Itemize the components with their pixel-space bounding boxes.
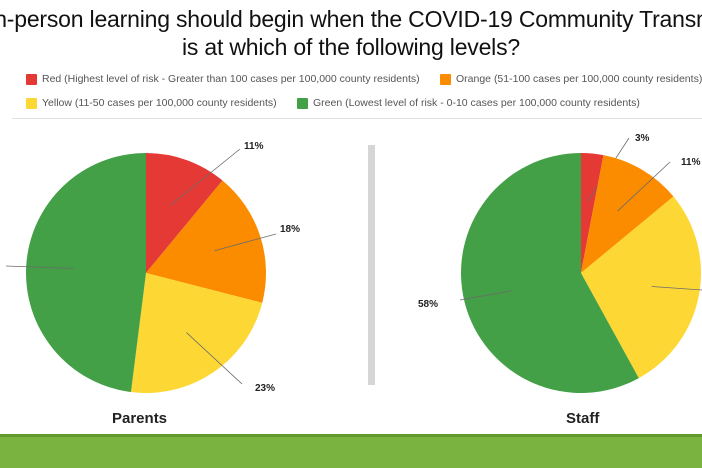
staff-slice-red [581, 153, 604, 273]
staff-leader-green [459, 290, 512, 301]
legend-label-red: Red (Highest level of risk - Greater tha… [42, 73, 420, 85]
parents-slice-green [25, 153, 147, 393]
parents-slice-yellow [130, 273, 263, 394]
legend-label-orange: Orange (51-100 cases per 100,000 county … [456, 73, 702, 85]
staff-slice-yellow [581, 196, 701, 379]
title-line-1: In-person learning should begin when the… [0, 6, 702, 32]
parents-data-label-orange: 18% [280, 224, 300, 235]
staff-pie-svg: 3% 11% 58% [418, 133, 702, 393]
parents-pie-chart: 11% 18% 23% [0, 120, 360, 410]
legend-divider [12, 118, 702, 119]
staff-slice-green [461, 153, 639, 393]
legend-item-yellow: Yellow (11-50 cases per 100,000 county r… [26, 97, 277, 109]
legend-swatch-orange [440, 73, 451, 85]
legend-item-orange: Orange (51-100 cases per 100,000 county … [440, 73, 702, 85]
legend-swatch-yellow [26, 97, 37, 109]
staff-leader-orange [617, 161, 671, 212]
staff-data-label-orange: 11% [681, 157, 701, 168]
staff-data-label-green: 58% [418, 299, 438, 310]
parents-slice-red [146, 153, 223, 273]
legend-item-red: Red (Highest level of risk - Greater tha… [26, 73, 420, 85]
parents-data-label-red: 11% [244, 141, 264, 152]
chart-divider [368, 145, 375, 385]
staff-chart-title: Staff [566, 410, 600, 427]
parents-leader-yellow [186, 332, 243, 385]
parents-leader-orange [214, 233, 277, 252]
chart-legend: Red (Highest level of risk - Greater tha… [0, 68, 702, 116]
slide-title: In-person learning should begin when the… [0, 2, 702, 66]
legend-label-green: Green (Lowest level of risk - 0-10 cases… [313, 97, 640, 109]
title-line-2: is at which of the following levels? [182, 34, 520, 60]
legend-label-yellow: Yellow (11-50 cases per 100,000 county r… [42, 97, 277, 109]
staff-pie-chart: 3% 11% 58% [380, 120, 702, 410]
legend-swatch-green [297, 97, 308, 109]
footer-accent-line [0, 434, 702, 437]
staff-slice-orange [581, 155, 674, 273]
parents-pie-svg: 11% 18% 23% [5, 141, 300, 394]
staff-leader-yellow [651, 286, 702, 291]
legend-item-green: Green (Lowest level of risk - 0-10 cases… [297, 97, 640, 109]
legend-swatch-red [26, 73, 37, 85]
parents-data-label-yellow: 23% [255, 383, 275, 394]
parents-leader-red [170, 148, 241, 206]
footer-band [0, 434, 702, 468]
parents-slice-orange [146, 180, 266, 303]
staff-data-label-red: 3% [635, 133, 650, 144]
parents-chart-title: Parents [112, 410, 168, 427]
parents-leader-green [5, 265, 75, 269]
